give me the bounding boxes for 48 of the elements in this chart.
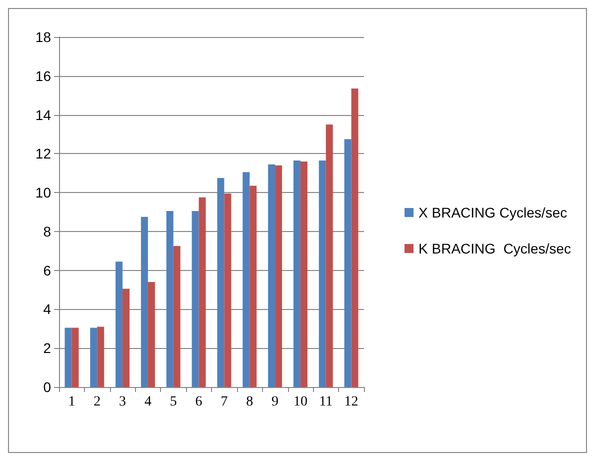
y-tick-label: 18	[35, 29, 52, 45]
x-tick-label: 2	[94, 394, 101, 410]
x-tick-label: 11	[319, 394, 333, 410]
x-tick-label: 3	[119, 394, 126, 410]
bar	[192, 211, 199, 387]
x-tick-label: 12	[344, 394, 358, 410]
bar	[90, 328, 98, 387]
bar	[326, 124, 333, 387]
y-tick-label: 4	[43, 301, 52, 318]
bar	[351, 88, 358, 387]
bar	[242, 172, 250, 387]
y-tick-label: 6	[43, 262, 52, 278]
bar	[166, 211, 174, 387]
bar	[250, 186, 257, 387]
y-tick-label: 16	[35, 68, 52, 84]
legend-label: X BRACING Cycles/sec	[418, 204, 568, 220]
x-tick-label: 10	[293, 394, 308, 410]
bar	[116, 262, 123, 387]
bar	[275, 165, 282, 387]
bar	[64, 328, 72, 387]
x-tick-label: 7	[220, 394, 228, 410]
bar	[318, 160, 326, 387]
x-tick-label: 9	[272, 394, 279, 410]
bar	[217, 178, 224, 387]
bar	[72, 328, 79, 387]
y-tick-label: 2	[43, 340, 52, 356]
bar	[97, 326, 104, 387]
y-tick-label: 10	[35, 184, 52, 201]
bar	[122, 288, 130, 387]
bar	[148, 282, 155, 387]
x-tick-label: 1	[68, 394, 76, 410]
bar	[300, 161, 308, 387]
y-tick-label: 8	[43, 223, 52, 240]
x-tick-label: 4	[144, 394, 152, 410]
bar	[140, 216, 148, 387]
x-tick-label: 5	[170, 394, 177, 410]
bar	[173, 246, 180, 387]
bar	[293, 160, 300, 387]
bar	[268, 164, 276, 387]
x-tick-label: 6	[195, 394, 202, 410]
y-tick-label: 14	[35, 106, 52, 123]
y-tick-label: 0	[43, 379, 52, 395]
bar	[344, 139, 352, 387]
y-tick-label: 12	[35, 146, 52, 162]
x-tick-label: 8	[246, 394, 254, 410]
legend-label: K BRACING Cycles/sec	[418, 240, 572, 256]
bar	[198, 197, 206, 387]
bar	[224, 194, 232, 387]
